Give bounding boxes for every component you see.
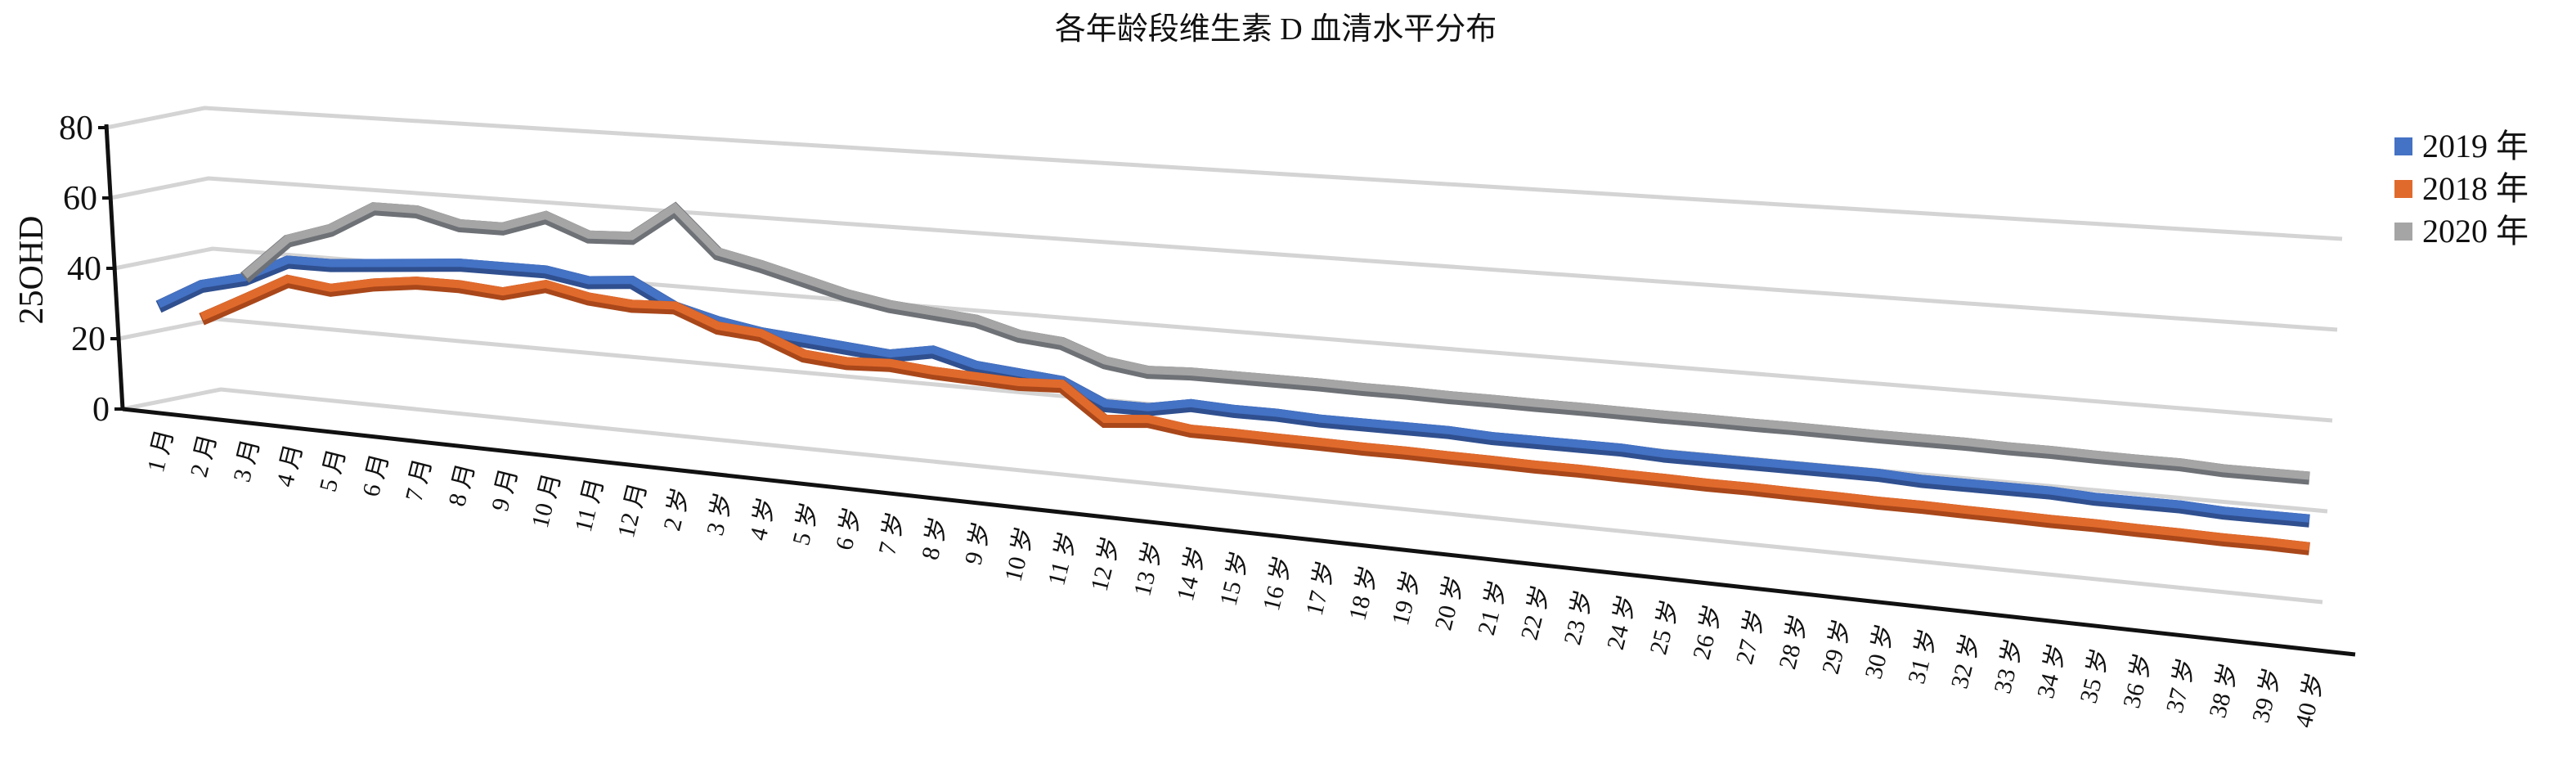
legend-label: 2018 年: [2422, 170, 2529, 207]
y-axis-title: 25OHD: [13, 216, 51, 325]
x-tick-label: 8 岁: [917, 515, 954, 563]
x-tick-label: 10 岁: [999, 524, 1039, 584]
gridline-60: [110, 176, 2338, 332]
x-tick-label: 8 月: [443, 461, 480, 509]
x-tick-label: 9 岁: [959, 519, 996, 568]
x-tick-label: 40 岁: [2290, 670, 2329, 730]
series-lines: [155, 201, 2310, 555]
x-tick-label: 17 岁: [1301, 558, 1340, 618]
x-tick-label: 2 月: [186, 432, 222, 480]
x-tick-label: 19 岁: [1387, 568, 1426, 627]
x-tick-label: 7 月: [401, 456, 438, 504]
y-tick-label: 20: [71, 321, 105, 358]
x-tick-label: 9 月: [487, 465, 523, 514]
x-tick-label: 27 岁: [1731, 607, 1770, 667]
x-tick-label: 20 岁: [1429, 573, 1469, 632]
legend-swatch: [2394, 180, 2412, 198]
series-2020-line: [240, 201, 2310, 485]
x-tick-label: 6 月: [357, 451, 394, 499]
x-tick-label: 12 月: [613, 480, 652, 540]
y-tick-label: 80: [59, 110, 93, 147]
x-tick-label: 37 岁: [2161, 655, 2201, 715]
y-tick-label: 0: [92, 391, 110, 429]
series-2019-line: [155, 255, 2310, 528]
x-tick-label: 36 岁: [2118, 650, 2157, 710]
x-tick-label: 24 岁: [1602, 592, 1641, 652]
legend-swatch: [2394, 137, 2412, 155]
x-tick-label: 26 岁: [1688, 602, 1727, 662]
x-axis-line: [122, 407, 2356, 657]
x-tick-label: 34 岁: [2032, 641, 2071, 701]
x-tick-label: 23 岁: [1559, 587, 1598, 647]
x-tick-label: 12 岁: [1086, 534, 1125, 594]
x-tick-label: 4 月: [272, 442, 308, 490]
gridline-0: [122, 387, 2323, 605]
x-tick-label: 13 岁: [1129, 539, 1168, 599]
y-tick-labels: 0 20 40 60 80: [59, 110, 123, 429]
x-tick-label: 30 岁: [1860, 622, 1899, 681]
x-tick-label: 29 岁: [1817, 617, 1856, 677]
legend-label: 2020 年: [2422, 213, 2529, 250]
legend-swatch: [2394, 223, 2412, 241]
chart-title: 各年龄段维生素 D 血清水平分布: [1055, 12, 1497, 47]
x-tick-label: 16 岁: [1258, 553, 1297, 613]
x-tick-label: 10 月: [527, 470, 566, 530]
x-tick-label: 1 月: [142, 427, 179, 475]
x-tick-label: 14 岁: [1172, 544, 1211, 604]
x-tick-label: 38 岁: [2204, 660, 2243, 720]
gridline-80: [105, 106, 2343, 241]
x-tick-label: 6 岁: [831, 505, 868, 553]
x-tick-label: 7 岁: [873, 510, 910, 558]
x-tick-label: 15 岁: [1214, 548, 1254, 608]
x-tick-label: 31 岁: [1903, 627, 1942, 686]
x-tick-label: 4 岁: [744, 495, 781, 543]
x-tick-label: 25 岁: [1645, 597, 1684, 657]
x-tick-label: 39 岁: [2247, 665, 2287, 725]
x-tick-label: 21 岁: [1473, 578, 1512, 637]
series-2018-line: [199, 274, 2310, 555]
legend-label: 2019 年: [2422, 128, 2529, 164]
x-tick-label: 35 岁: [2075, 645, 2114, 705]
x-tick-label: 22 岁: [1516, 582, 1555, 642]
x-tick-label: 5 岁: [788, 500, 824, 548]
x-tick-label: 2 岁: [658, 485, 695, 533]
x-tick-label: 32 岁: [1946, 632, 1986, 691]
series-line: [200, 274, 2310, 551]
x-tick-label: 11 月: [570, 475, 609, 534]
x-tick-label: 11 岁: [1043, 529, 1082, 588]
series-line: [241, 202, 2310, 480]
gridline-40: [114, 246, 2333, 423]
gridlines: [105, 106, 2343, 605]
y-tick-label: 60: [63, 180, 97, 218]
x-tick-label: 3 月: [228, 437, 265, 485]
x-tick-label: 18 岁: [1344, 563, 1383, 623]
x-tick-label: 5 月: [314, 447, 351, 495]
x-tick-label: 33 岁: [1989, 636, 2028, 696]
y-tick-label: 40: [67, 250, 101, 288]
series-line: [156, 255, 2310, 523]
legend: 2019 年 2018 年 2020 年: [2394, 128, 2529, 250]
x-tick-label: 3 岁: [702, 490, 738, 538]
x-tick-label: 28 岁: [1774, 612, 1813, 672]
